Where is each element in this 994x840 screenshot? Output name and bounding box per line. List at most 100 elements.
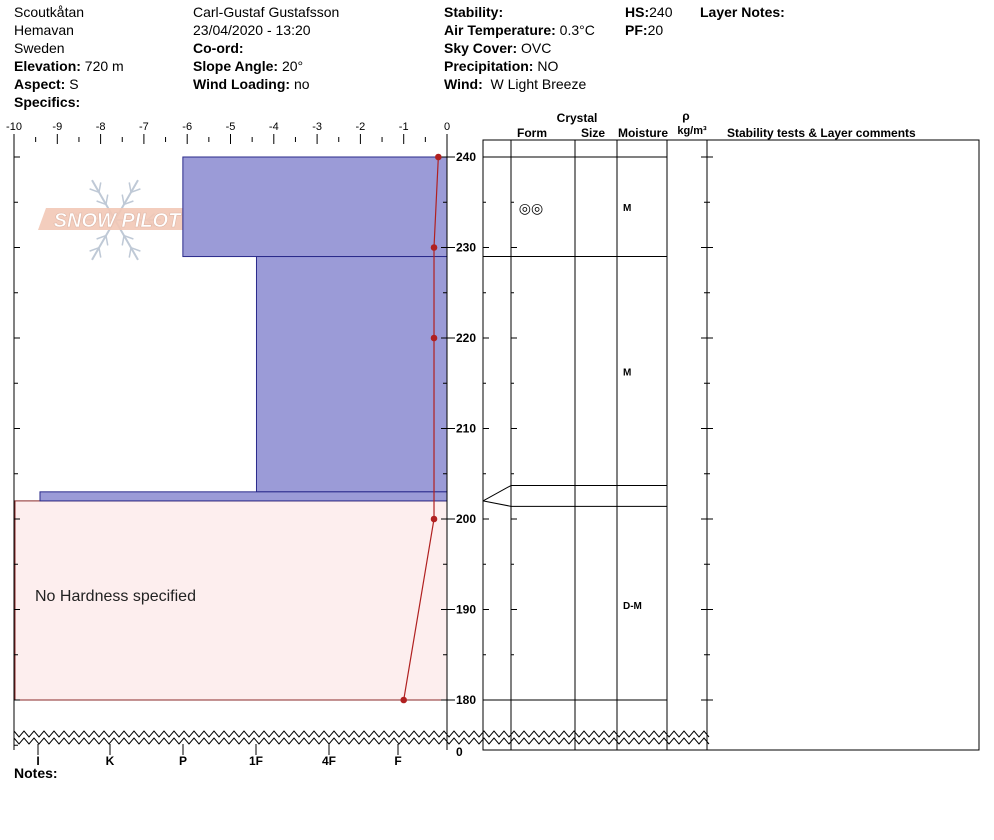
hardness-layer xyxy=(39,491,448,502)
height-tick-label: 190 xyxy=(456,603,476,617)
height-tick-label: 240 xyxy=(456,150,476,164)
temperature-point xyxy=(430,515,438,523)
height-tick-label: 220 xyxy=(456,331,476,345)
stability-row: Stability: xyxy=(444,3,595,21)
snowflake-branch xyxy=(89,247,100,252)
temp-tick-label: -2 xyxy=(356,121,366,133)
temp-tick-label: -6 xyxy=(182,121,192,133)
slope-row: Slope Angle: 20° xyxy=(193,57,339,75)
coord-label: Co-ord: xyxy=(193,40,244,56)
snowflake-branch xyxy=(130,188,141,193)
temperature-point xyxy=(430,244,438,251)
layer-notes-label: Layer Notes: xyxy=(700,4,785,20)
aspect-value: S xyxy=(69,76,79,92)
temp-tick-label: -8 xyxy=(96,121,106,133)
layer-notes-heading: Layer Notes: xyxy=(700,3,785,21)
snowflake-branch xyxy=(121,235,125,246)
specifics-label: Specifics: xyxy=(14,94,81,110)
no-hardness-label: No Hardness specified xyxy=(35,588,196,605)
temp-tick-label: -9 xyxy=(52,121,62,133)
notes-label: Notes: xyxy=(14,765,58,781)
logo-banner xyxy=(38,208,196,230)
pf-label: PF: xyxy=(625,22,648,38)
air-temp-row: Air Temperature: 0.3°C xyxy=(444,21,595,39)
hs-value: 240 xyxy=(649,4,673,20)
height-tick-label: 200 xyxy=(456,512,476,526)
precip-row: Precipitation: NO xyxy=(444,57,595,75)
temp-tick-label: -4 xyxy=(269,121,279,133)
snowflake-branch xyxy=(128,247,132,258)
observer-name: Carl-Gustaf Gustafsson xyxy=(193,4,340,20)
aspect-label: Aspect: xyxy=(14,76,66,92)
wind-value: W Light Breeze xyxy=(490,76,587,92)
wind-row: Wind: W Light Breeze xyxy=(444,75,595,93)
snowflake-branch xyxy=(89,188,100,193)
slope-label: Slope Angle: xyxy=(193,58,279,74)
specifics-row: Specifics: xyxy=(14,93,124,111)
snowflake-branch xyxy=(105,194,109,205)
temp-tick-label: 0 xyxy=(444,121,450,133)
moisture-value: M xyxy=(623,203,631,214)
region-name: Hemavan xyxy=(14,22,74,38)
hardness-layer xyxy=(255,256,448,493)
hs-label: HS: xyxy=(625,4,650,20)
moisture-value: D-M xyxy=(623,601,642,612)
layer-connector xyxy=(482,485,512,502)
wind-loading-label: Wind Loading: xyxy=(193,76,291,92)
header-snowpack: HS:240 PF:20 xyxy=(625,3,672,39)
hardness-tick-label: P xyxy=(179,754,187,768)
wind-label: Wind: xyxy=(444,76,483,92)
temp-tick-label: -3 xyxy=(312,121,322,133)
header-middle: Carl-Gustaf Gustafsson 23/04/2020 - 13:2… xyxy=(193,3,339,93)
snowflake-branch xyxy=(96,200,107,206)
temp-tick-label: -10 xyxy=(6,121,22,133)
grain-form-symbol: ◎◎ xyxy=(519,200,543,216)
wind-loading-row: Wind Loading: no xyxy=(193,75,339,93)
logo-text: SNOW PILOT xyxy=(54,210,182,232)
size-header: Size xyxy=(581,126,605,140)
pf-value: 20 xyxy=(647,22,664,38)
snowflake-branch xyxy=(123,200,134,206)
temperature-point xyxy=(435,153,442,161)
hardness-tick-label: K xyxy=(106,754,115,768)
snowflake-branch xyxy=(98,182,102,193)
crystal-header: Crystal xyxy=(557,111,598,125)
elevation-row: Elevation: 720 m xyxy=(14,57,124,75)
snowflake-branch xyxy=(121,194,125,205)
layer-connector xyxy=(482,500,512,507)
sky-label: Sky Cover: xyxy=(444,40,518,56)
temperature-point xyxy=(430,334,438,342)
hardness-tick-label: F xyxy=(394,754,401,768)
snowflake-branch xyxy=(105,235,109,246)
snowflake-branch xyxy=(98,247,102,258)
observation-datetime: 23/04/2020 - 13:20 xyxy=(193,22,311,38)
elevation-value: 720 m xyxy=(84,58,124,74)
snowflake-branch xyxy=(130,247,141,252)
wind-loading-value: no xyxy=(293,76,310,92)
temp-tick-label: -7 xyxy=(139,121,149,133)
slope-value: 20° xyxy=(281,58,304,74)
height-tick-label: 230 xyxy=(456,241,476,255)
snowflake-branch xyxy=(128,182,132,193)
country-name: Sweden xyxy=(14,40,65,56)
header-conditions: Stability: Air Temperature: 0.3°C Sky Co… xyxy=(444,3,595,93)
snow-pilot-logo: SNOW PILOT xyxy=(38,179,196,261)
density-unit: kg/m³ xyxy=(677,125,707,137)
pf-row: PF:20 xyxy=(625,21,672,39)
hardness-layer xyxy=(182,156,448,258)
sky-value: OVC xyxy=(521,40,552,56)
hs-row: HS:240 xyxy=(625,3,672,21)
coord-row: Co-ord: xyxy=(193,39,339,57)
precip-value: NO xyxy=(537,58,559,74)
moisture-value: M xyxy=(623,367,631,378)
hardness-tick-label: I xyxy=(36,754,39,768)
aspect-row: Aspect: S xyxy=(14,75,124,93)
hardness-tick-label: 4F xyxy=(322,754,336,768)
hardness-tick-label: 1F xyxy=(249,754,263,768)
height-break-label: 0 xyxy=(456,745,463,759)
precip-label: Precipitation: xyxy=(444,58,534,74)
temperature-point xyxy=(400,696,408,704)
density-symbol: ρ xyxy=(682,109,689,123)
height-tick-label: 210 xyxy=(456,422,476,436)
